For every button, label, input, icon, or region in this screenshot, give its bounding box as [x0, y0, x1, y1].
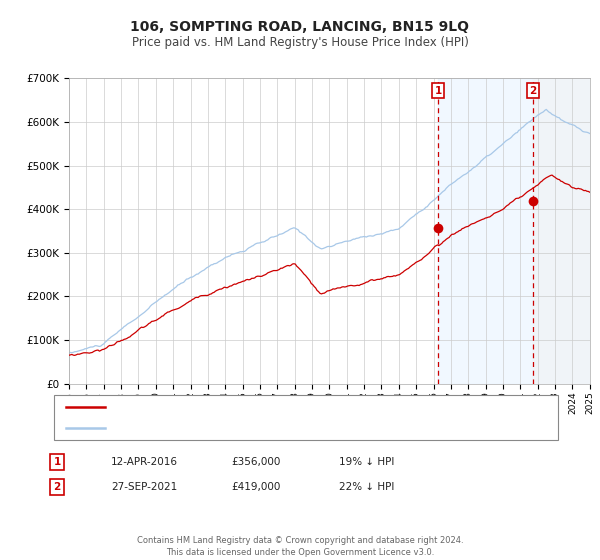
Text: 22% ↓ HPI: 22% ↓ HPI: [339, 482, 394, 492]
Text: 2: 2: [53, 482, 61, 492]
Text: £356,000: £356,000: [231, 457, 280, 467]
Text: HPI: Average price, detached house, Adur: HPI: Average price, detached house, Adur: [111, 422, 315, 432]
Text: 2: 2: [530, 86, 537, 96]
Text: 19% ↓ HPI: 19% ↓ HPI: [339, 457, 394, 467]
Text: 106, SOMPTING ROAD, LANCING, BN15 9LQ (detached house): 106, SOMPTING ROAD, LANCING, BN15 9LQ (d…: [111, 402, 414, 412]
Text: Contains HM Land Registry data © Crown copyright and database right 2024.
This d: Contains HM Land Registry data © Crown c…: [137, 536, 463, 557]
Text: 27-SEP-2021: 27-SEP-2021: [111, 482, 177, 492]
Text: 1: 1: [434, 86, 442, 96]
Text: 12-APR-2016: 12-APR-2016: [111, 457, 178, 467]
Bar: [438, 78, 533, 384]
Text: 1: 1: [53, 457, 61, 467]
Text: 106, SOMPTING ROAD, LANCING, BN15 9LQ: 106, SOMPTING ROAD, LANCING, BN15 9LQ: [131, 20, 470, 34]
Text: £419,000: £419,000: [231, 482, 280, 492]
Bar: [533, 78, 590, 384]
Text: Price paid vs. HM Land Registry's House Price Index (HPI): Price paid vs. HM Land Registry's House …: [131, 36, 469, 49]
